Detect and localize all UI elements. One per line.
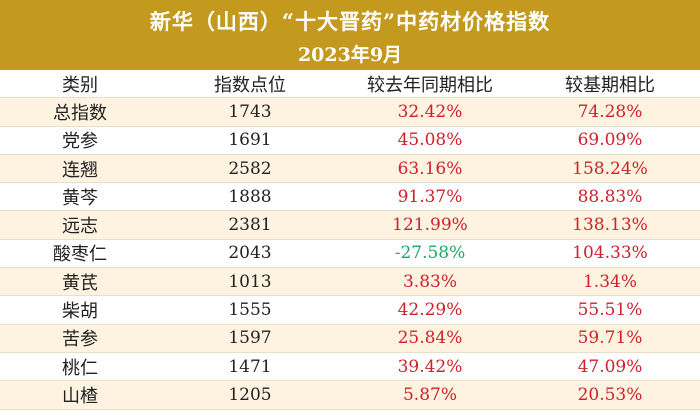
column-header-category: 类别 (0, 70, 160, 99)
table-row: 党参 1691 45.08% 69.09% (0, 126, 700, 155)
column-header-yoy: 较去年同期相比 (340, 70, 520, 99)
table-header-row: 类别 指数点位 较去年同期相比 较基期相比 (0, 70, 700, 99)
base-change-cell: 59.71% (520, 324, 700, 353)
base-change-cell: 74.28% (520, 97, 700, 127)
table-row: 远志 2381 121.99% 138.13% (0, 210, 700, 240)
column-header-base: 较基期相比 (520, 70, 700, 99)
table-row: 桃仁 1471 39.42% 47.09% (0, 352, 700, 382)
base-change-cell: 55.51% (520, 295, 700, 325)
category-cell: 黄芪 (0, 267, 160, 297)
table-row: 黄芪 1013 3.83% 1.34% (0, 267, 700, 297)
table-row: 柴胡 1555 42.29% 55.51% (0, 295, 700, 325)
index-value-cell: 1691 (160, 126, 340, 155)
yoy-change-cell: 25.84% (340, 324, 520, 353)
category-cell: 连翘 (0, 154, 160, 184)
yoy-change-cell: 63.16% (340, 154, 520, 184)
yoy-change-cell: 32.42% (340, 97, 520, 127)
table-row: 苦参 1597 25.84% 59.71% (0, 324, 700, 353)
index-value-cell: 1013 (160, 267, 340, 297)
base-change-cell: 1.34% (520, 267, 700, 297)
table-row: 黄芩 1888 91.37% 88.83% (0, 182, 700, 212)
table-row: 山楂 1205 5.87% 20.53% (0, 380, 700, 410)
category-cell: 总指数 (0, 97, 160, 127)
yoy-change-cell: 45.08% (340, 126, 520, 155)
index-table: 类别 指数点位 较去年同期相比 较基期相比 总指数 1743 32.42% 74.28… (0, 70, 700, 410)
base-change-cell: 69.09% (520, 126, 700, 155)
index-value-cell: 2582 (160, 154, 340, 184)
index-value-cell: 2381 (160, 210, 340, 240)
index-value-cell: 2043 (160, 239, 340, 269)
index-value-cell: 1597 (160, 324, 340, 353)
category-cell: 山楂 (0, 380, 160, 410)
yoy-change-cell: 39.42% (340, 352, 520, 382)
yoy-change-cell: 3.83% (340, 267, 520, 297)
yoy-change-cell: -27.58% (340, 239, 520, 269)
base-change-cell: 104.33% (520, 239, 700, 269)
category-cell: 党参 (0, 126, 160, 155)
column-header-index: 指数点位 (160, 70, 340, 99)
title-banner: 新华（山西）“十大晋药”中药材价格指数 2023年9月 (0, 0, 700, 70)
period-subtitle: 2023年9月 (297, 44, 403, 66)
yoy-change-cell: 5.87% (340, 380, 520, 410)
yoy-change-cell: 91.37% (340, 182, 520, 212)
index-value-cell: 1888 (160, 182, 340, 212)
index-value-cell: 1555 (160, 295, 340, 325)
base-change-cell: 158.24% (520, 154, 700, 184)
category-cell: 酸枣仁 (0, 239, 160, 269)
yoy-change-cell: 121.99% (340, 210, 520, 240)
table-row: 总指数 1743 32.42% 74.28% (0, 97, 700, 127)
base-change-cell: 47.09% (520, 352, 700, 382)
index-value-cell: 1205 (160, 380, 340, 410)
base-change-cell: 138.13% (520, 210, 700, 240)
index-value-cell: 1743 (160, 97, 340, 127)
index-value-cell: 1471 (160, 352, 340, 382)
base-change-cell: 20.53% (520, 380, 700, 410)
category-cell: 柴胡 (0, 295, 160, 325)
yoy-change-cell: 42.29% (340, 295, 520, 325)
base-change-cell: 88.83% (520, 182, 700, 212)
category-cell: 黄芩 (0, 182, 160, 212)
table-row: 酸枣仁 2043 -27.58% 104.33% (0, 239, 700, 269)
category-cell: 桃仁 (0, 352, 160, 382)
page-title: 新华（山西）“十大晋药”中药材价格指数 (149, 9, 551, 34)
category-cell: 远志 (0, 210, 160, 240)
table-row: 连翘 2582 63.16% 158.24% (0, 154, 700, 184)
category-cell: 苦参 (0, 324, 160, 353)
